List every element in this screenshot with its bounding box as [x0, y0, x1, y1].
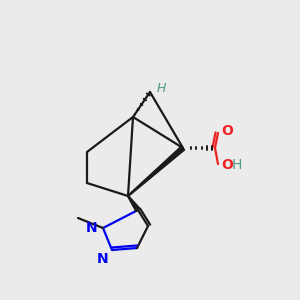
- Text: H: H: [232, 158, 242, 172]
- Polygon shape: [128, 146, 184, 196]
- Text: N: N: [85, 221, 97, 235]
- Text: O: O: [221, 124, 233, 138]
- Text: N: N: [96, 252, 108, 266]
- Polygon shape: [128, 196, 140, 211]
- Text: O: O: [221, 158, 233, 172]
- Text: H: H: [157, 82, 166, 94]
